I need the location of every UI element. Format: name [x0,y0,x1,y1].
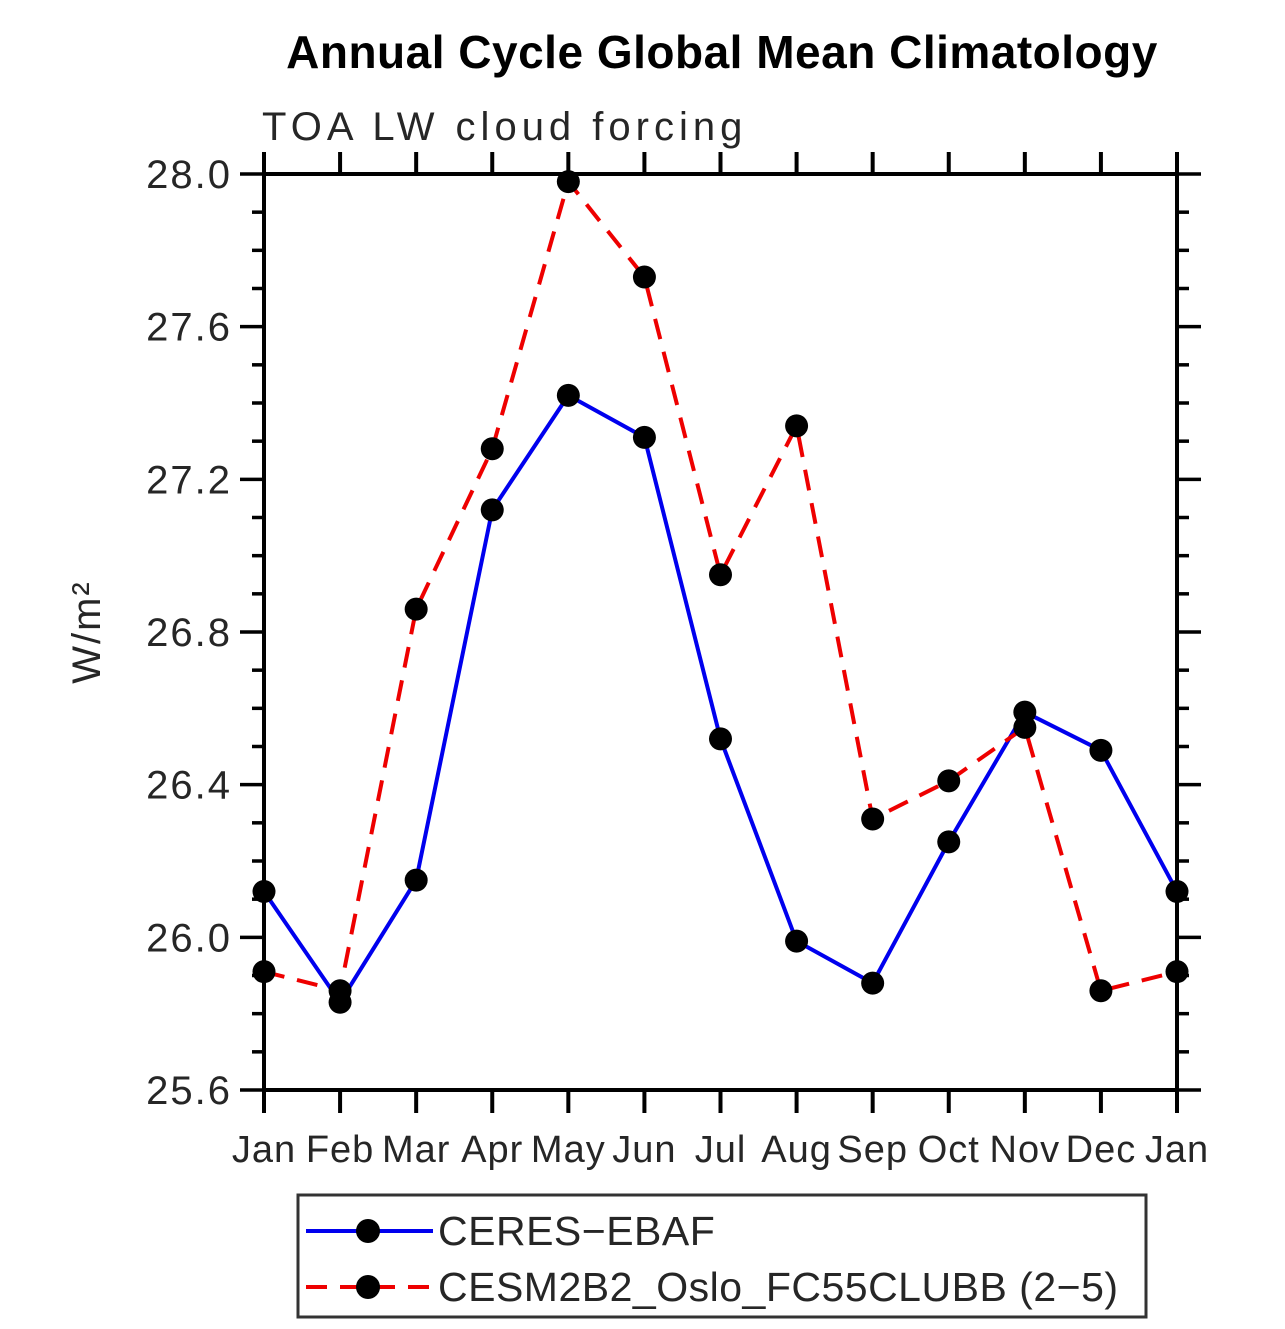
data-point-marker-s1 [632,265,656,289]
data-point-marker-s0 [404,868,428,892]
x-tick-label: Oct [918,1129,980,1171]
chart-subtitle: TOA LW cloud forcing [262,105,747,149]
data-point-marker-s1 [556,170,580,194]
plot-frame [262,172,1179,1092]
x-tick-label: Apr [461,1129,523,1171]
x-tick-label: Sep [837,1129,908,1171]
data-point-marker-s1 [937,769,961,793]
data-point-marker-s1 [1013,715,1037,739]
data-point-marker-s0 [861,971,885,995]
x-tick-label: Jun [612,1129,676,1171]
x-tick-label: Nov [990,1129,1061,1171]
y-tick-label: 27.6 [146,306,232,350]
legend-label-ceres-ebaf: CERES−EBAF [438,1208,715,1254]
data-point-marker-s0 [1165,880,1189,904]
data-point-marker-s0 [709,727,732,751]
data-point-marker-s0 [1089,738,1113,762]
y-tick-label: 27.2 [146,458,232,502]
x-tick-label: Jan [1145,1129,1209,1171]
data-point-marker-s1 [785,414,809,438]
data-point-marker-s1 [709,563,732,587]
legend-item-ceres-ebaf: CERES−EBAF [306,1208,715,1254]
y-tick-label: 25.6 [146,1069,232,1113]
data-point-marker-s1 [1165,960,1189,984]
data-point-marker-s1 [480,437,504,461]
y-tick-label: 26.8 [146,611,232,655]
data-point-marker-s1 [404,597,428,621]
x-tick-label: Mar [382,1129,450,1171]
x-tick-label: May [531,1129,606,1171]
x-tick-label: Dec [1066,1129,1137,1171]
series-lines [252,170,1189,1014]
y-tick-label: 28.0 [146,153,232,197]
x-tick-label: Feb [306,1129,374,1171]
data-point-marker-s0 [252,880,276,904]
x-tick-label: Aug [761,1129,832,1171]
legend-item-cesm2b2: CESM2B2_Oslo_FC55CLUBB (2−5) [306,1264,1119,1310]
data-point-marker-s0 [480,498,504,522]
legend-border [296,1193,1148,1319]
y-tick-label: 26.4 [146,764,232,808]
chart-title: Annual Cycle Global Mean Climatology [286,26,1158,78]
axes: Jan Feb Mar Apr May Jun Jul Aug Sep Oct Nov Dec Jan2… [146,152,1209,1171]
x-tick-label: Jul [695,1129,747,1171]
data-point-marker-s1 [252,960,276,984]
data-point-marker-s1 [328,979,352,1003]
data-point-marker-s0 [556,383,580,407]
data-point-marker-s1 [1089,979,1113,1003]
legend-marker-dot-icon [356,1275,380,1299]
legend-box: CERES−EBAF CESM2B2_Oslo_FC55CLUBB (2−5) [296,1193,1148,1319]
legend-marker-dot-icon [356,1219,380,1243]
data-point-marker-s1 [861,807,885,831]
y-axis-label: W/m² [65,580,109,684]
data-point-marker-s0 [937,830,961,854]
data-point-marker-s0 [632,425,656,449]
data-point-marker-s0 [785,929,809,953]
y-tick-label: 26.0 [146,916,232,960]
x-tick-label: Jan [232,1129,296,1171]
legend-label-cesm2b2: CESM2B2_Oslo_FC55CLUBB (2−5) [438,1264,1119,1310]
series-line-0 [262,392,1179,1006]
